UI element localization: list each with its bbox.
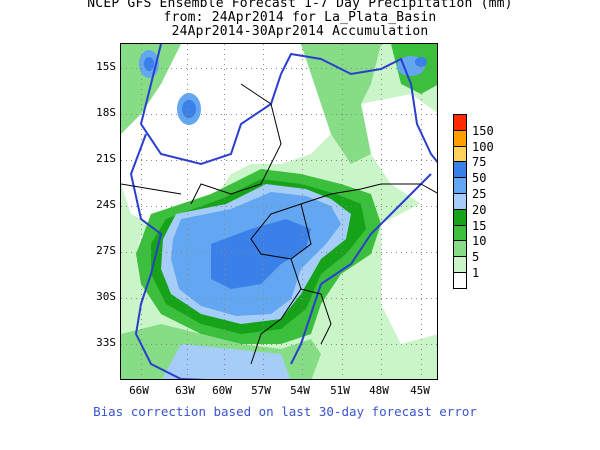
legend-swatch bbox=[453, 256, 467, 273]
legend-label: 50 bbox=[472, 171, 487, 186]
y-tick-label: 27S bbox=[96, 244, 116, 257]
x-tick-label: 63W bbox=[175, 384, 195, 397]
legend-swatch bbox=[453, 129, 467, 147]
legend-swatch bbox=[453, 224, 467, 242]
legend-swatch bbox=[453, 114, 467, 131]
legend-label: 5 bbox=[472, 250, 480, 265]
x-tick-label: 51W bbox=[330, 384, 350, 397]
map-subtitle-accumulation: 24Apr2014-30Apr2014 Accumulation bbox=[171, 24, 429, 39]
color-legend bbox=[453, 114, 467, 289]
y-tick-label: 15S bbox=[96, 60, 116, 73]
x-tick-label: 66W bbox=[129, 384, 149, 397]
legend-label: 1 bbox=[472, 266, 480, 280]
x-tick-label: 60W bbox=[212, 384, 232, 397]
legend-label: 100 bbox=[472, 139, 494, 154]
y-tick-label: 30S bbox=[96, 290, 116, 303]
precipitation-map bbox=[120, 43, 438, 380]
legend-swatch bbox=[453, 208, 467, 226]
y-tick-label: 33S bbox=[96, 336, 116, 349]
map-title: NCEP GFS Ensemble Forecast 1-7 Day Preci… bbox=[87, 0, 513, 11]
legend-swatch bbox=[453, 161, 467, 179]
x-tick-label: 57W bbox=[251, 384, 271, 397]
legend-label: 150 bbox=[472, 123, 494, 138]
legend-swatch bbox=[453, 177, 467, 194]
legend-label: 75 bbox=[472, 155, 487, 170]
legend-swatch bbox=[453, 240, 467, 258]
legend-label: 25 bbox=[472, 187, 487, 201]
legend-swatch bbox=[453, 271, 467, 289]
x-tick-label: 54W bbox=[290, 384, 310, 397]
legend-label: 10 bbox=[472, 234, 487, 249]
legend-swatch bbox=[453, 192, 467, 210]
legend-label: 20 bbox=[472, 202, 487, 217]
x-tick-label: 45W bbox=[410, 384, 430, 397]
map-subtitle-forecast-date: from: 24Apr2014 for La_Plata_Basin bbox=[163, 10, 437, 25]
y-tick-label: 24S bbox=[96, 198, 116, 211]
map-canvas bbox=[121, 44, 437, 379]
x-tick-label: 48W bbox=[369, 384, 389, 397]
bias-correction-note: Bias correction based on last 30-day for… bbox=[93, 404, 477, 419]
legend-label: 15 bbox=[472, 218, 487, 233]
legend-swatch bbox=[453, 145, 467, 163]
y-tick-label: 18S bbox=[96, 106, 116, 119]
y-tick-label: 21S bbox=[96, 152, 116, 165]
